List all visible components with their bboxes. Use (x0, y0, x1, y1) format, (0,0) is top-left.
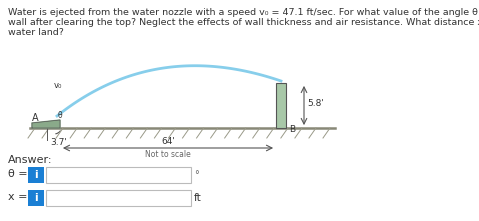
Bar (28, 190, 44, 206)
Text: v₀: v₀ (54, 81, 62, 90)
Text: water land?: water land? (8, 28, 64, 37)
Bar (28, 167, 44, 183)
Text: 64': 64' (161, 137, 175, 146)
Text: i: i (34, 193, 38, 203)
Text: 5.8': 5.8' (307, 99, 324, 109)
Text: 3.7': 3.7' (50, 138, 67, 147)
Text: i: i (34, 170, 38, 180)
Text: B: B (289, 125, 295, 134)
Text: ft: ft (194, 193, 202, 203)
Bar (46, 190, 191, 206)
Text: Answer:: Answer: (8, 155, 53, 165)
Text: θ =: θ = (8, 169, 28, 179)
Text: A: A (32, 113, 39, 123)
Text: θ: θ (58, 111, 63, 120)
Text: °: ° (194, 170, 199, 180)
Text: Not to scale: Not to scale (145, 150, 191, 159)
Text: Water is ejected from the water nozzle with a speed v₀ = 47.1 ft/sec. For what v: Water is ejected from the water nozzle w… (8, 8, 479, 17)
Bar (46, 167, 191, 183)
Bar (276, 83, 286, 128)
Text: wall after clearing the top? Neglect the effects of wall thickness and air resis: wall after clearing the top? Neglect the… (8, 18, 479, 27)
Polygon shape (32, 120, 60, 128)
Text: x =: x = (8, 192, 27, 202)
